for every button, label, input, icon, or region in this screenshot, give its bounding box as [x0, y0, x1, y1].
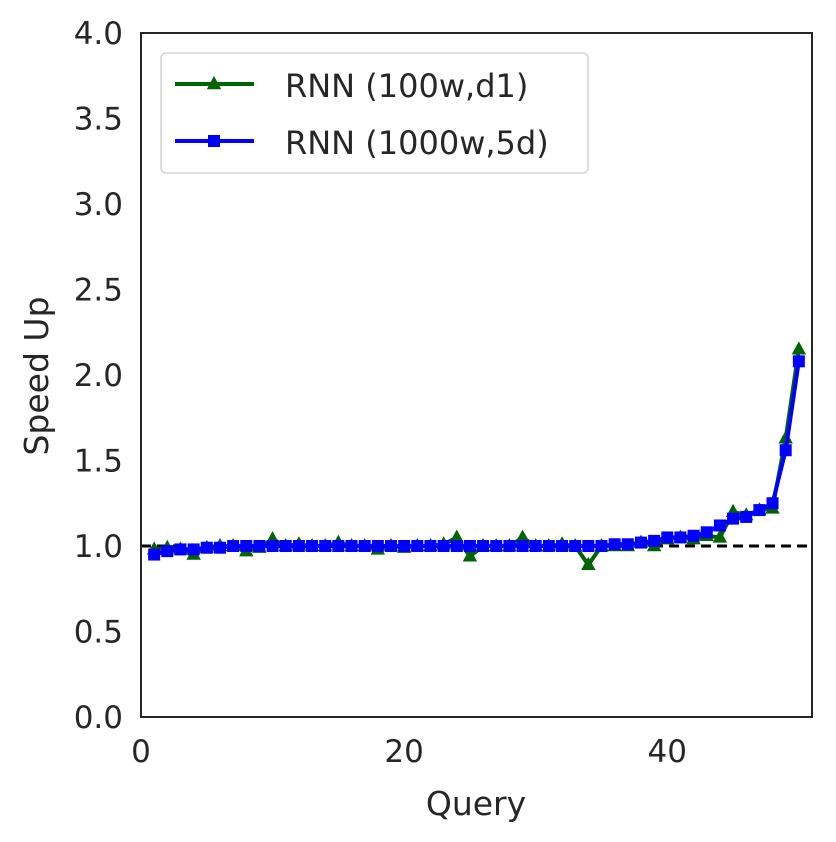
series-2-point [503, 540, 516, 552]
series-2-point [227, 540, 240, 552]
series-2-point [753, 504, 766, 517]
y-tick-label: 4.0 [74, 16, 123, 52]
marks-layer [141, 341, 812, 571]
series-2-point [792, 355, 805, 368]
series-2-point [450, 540, 463, 552]
legend-box [160, 52, 589, 174]
series-2-point [398, 540, 411, 552]
series-2-point [437, 540, 450, 552]
x-axis-label: Query [426, 784, 526, 823]
series-2-point [687, 529, 700, 542]
series-2-point [674, 531, 687, 544]
plot-frame-layer [140, 32, 813, 718]
series-2-point [542, 540, 555, 552]
series-2-point [213, 541, 226, 554]
series-2-point [766, 497, 779, 510]
series-1-point [515, 529, 530, 543]
y-tick-label: 2.0 [74, 358, 123, 394]
y-tick-label: 2.5 [74, 273, 123, 309]
series-2-point [279, 540, 292, 552]
series-2-point [424, 540, 437, 552]
series-2-point [779, 444, 792, 457]
series-2-point [727, 512, 740, 525]
series-2-point [358, 540, 371, 552]
y-axis-label: Speed Up [17, 296, 56, 455]
legend-label-series-1: RNN (100w,d1) [285, 67, 528, 105]
series-line-2 [153, 361, 801, 557]
series-1-point [791, 341, 807, 355]
legend: RNN (100w,d1) RNN (1000w,5d) [160, 52, 589, 174]
series-2-point [490, 540, 503, 552]
y-tick-label: 1.5 [74, 444, 123, 480]
y-tick-label: 3.0 [74, 187, 123, 223]
series-2-point [608, 538, 621, 551]
y-tick-label: 3.5 [74, 102, 123, 138]
series-2-point [634, 536, 647, 549]
series-1-point [462, 548, 478, 562]
series-2-point [200, 541, 213, 554]
series-2-point [516, 540, 529, 552]
series-2-point [174, 543, 187, 556]
series-2-point [384, 540, 397, 552]
series-2-point [556, 540, 569, 552]
series-2-point [187, 543, 200, 556]
y-tick-label: 1.0 [74, 529, 123, 565]
series-2-point [621, 538, 634, 551]
series-2-point [661, 531, 674, 544]
series-2-point [529, 540, 542, 552]
series-2-point [253, 540, 266, 552]
y-tick-label: 0.5 [74, 615, 123, 651]
series-2-point [292, 540, 305, 552]
legend-marker-series-2 [208, 135, 220, 147]
axis-layer: 0.0 0.5 1.0 1.5 2.0 2.5 3.0 3.5 4.0 0 20 40 [74, 16, 687, 770]
y-tick-label: 0.0 [74, 700, 123, 736]
series-2-point [161, 545, 174, 558]
series-2-point [319, 540, 332, 552]
series-2-point [595, 540, 608, 552]
series-2-point [648, 534, 661, 547]
x-tick-label: 20 [384, 734, 423, 770]
series-2-point [371, 540, 384, 552]
series-2-point [713, 519, 726, 532]
series-2-point [240, 540, 253, 552]
legend-marker-series-1 [206, 76, 222, 90]
series-2-point [582, 540, 595, 552]
series-2-point [463, 540, 476, 552]
x-tick-label: 40 [648, 734, 687, 770]
series-2-point [477, 540, 490, 552]
series-1-point [712, 529, 728, 543]
series-2-point [740, 510, 753, 523]
series-2-point [411, 540, 424, 552]
x-tick-label: 0 [131, 734, 151, 770]
plot-frame [140, 32, 813, 718]
series-1-point [581, 556, 596, 571]
series-2-point [266, 540, 279, 552]
series-2-point [569, 540, 582, 552]
series-2-point [332, 540, 345, 552]
series-2-point [148, 548, 161, 561]
legend-label-series-2: RNN (1000w,5d) [285, 124, 549, 162]
series-2-point [345, 540, 358, 552]
series-1-point [449, 529, 464, 543]
series-2-point [306, 540, 319, 552]
series-2-point [700, 526, 713, 539]
